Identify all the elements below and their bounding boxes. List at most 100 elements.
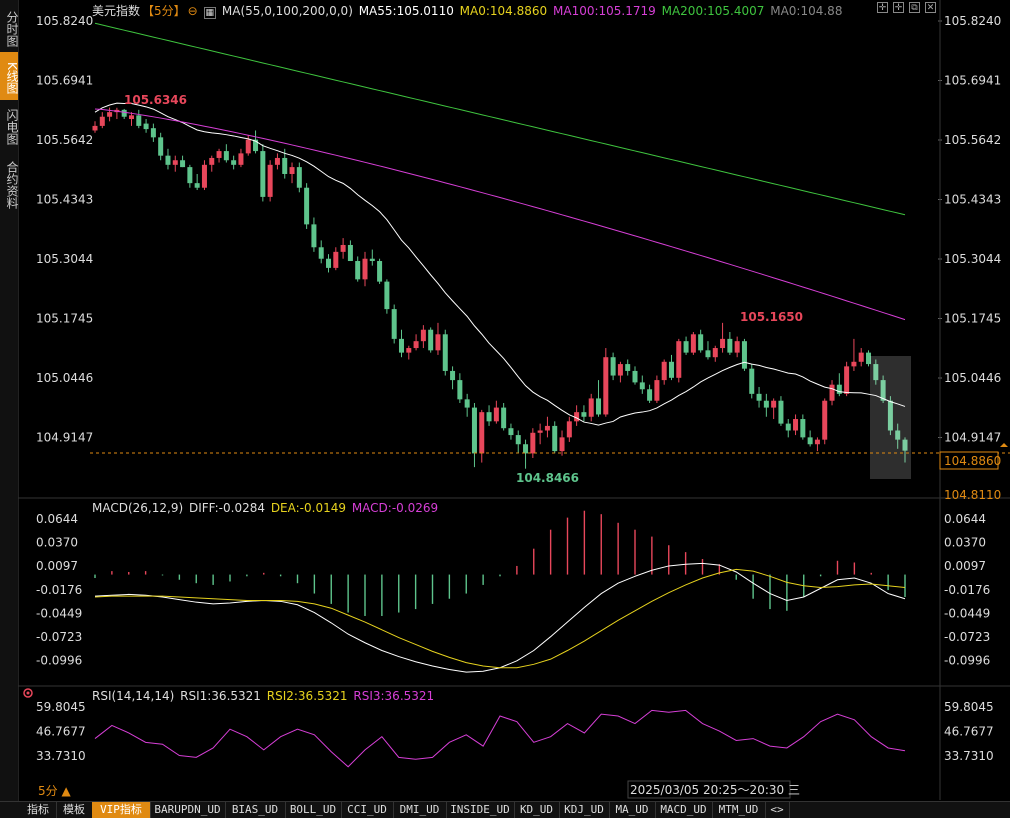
candle-body <box>150 128 156 138</box>
candle-body <box>632 370 638 383</box>
selection-highlight <box>870 356 911 479</box>
rsi-chart <box>94 709 906 768</box>
candle-body <box>384 281 390 310</box>
candle-body <box>326 258 332 268</box>
rsi-y-tick-right: 59.8045 <box>944 700 994 714</box>
datetime-label: 2025/03/05 20:25～20:30 三 <box>630 783 800 797</box>
y-tick-right: 104.9147 <box>944 431 1001 445</box>
candle-body <box>128 115 134 120</box>
tab-flash[interactable]: 闪电图 <box>5 108 19 145</box>
candle-body <box>793 419 799 431</box>
candle-body <box>289 167 295 174</box>
macd-y-tick-left: -0.0449 <box>36 606 82 620</box>
y-tick-left: 105.1745 <box>36 312 93 326</box>
macd-y-tick-left: 0.0097 <box>36 559 78 573</box>
candle-body <box>668 361 674 378</box>
restore-icon[interactable]: ⧉ <box>909 2 920 13</box>
indicator-tab[interactable]: DMI_UD <box>393 802 447 818</box>
candle-body <box>107 112 113 117</box>
indicator-tab[interactable]: VIP指标 <box>92 802 151 818</box>
candle-body <box>245 139 251 154</box>
close-icon[interactable]: ✕ <box>925 2 936 13</box>
fullscreen-icon[interactable]: ✛ <box>877 2 888 13</box>
macd-y-tick-left: 0.0370 <box>36 536 78 550</box>
candle-body <box>836 384 842 394</box>
indicator-tab[interactable]: BARUPDN_UD <box>150 802 226 818</box>
candle-body <box>355 261 361 280</box>
indicator-tab[interactable]: MACD_UD <box>655 802 713 818</box>
candle-body <box>158 137 164 156</box>
candle-body <box>749 368 755 394</box>
candle-body <box>369 258 375 262</box>
period-label[interactable]: 5分 ▲ <box>38 784 71 798</box>
indicator-tab[interactable]: INSIDE_UD <box>446 802 515 818</box>
y-tick-right: 105.5642 <box>944 133 1001 147</box>
current-price-label: 104.8860 <box>944 454 1001 468</box>
indicator-tab[interactable]: KDJ_UD <box>559 802 610 818</box>
period-tag[interactable]: 【5分】 <box>142 4 186 18</box>
candle-body <box>99 116 105 126</box>
candle-body <box>420 329 426 342</box>
indicator-tab[interactable]: CCI_UD <box>341 802 394 818</box>
indicator-tab[interactable]: MA_UD <box>609 802 656 818</box>
candle-body <box>136 115 142 126</box>
indicator-tab[interactable]: KD_UD <box>514 802 560 818</box>
candle-body <box>282 157 288 174</box>
y-tick-left: 105.5642 <box>36 133 93 147</box>
candle-body <box>515 435 521 445</box>
ma55-line <box>94 102 906 426</box>
candle-body <box>574 412 580 422</box>
candle-body <box>661 361 667 381</box>
candle-body <box>683 341 689 353</box>
indicator-tab[interactable]: BOLL_UD <box>285 802 342 818</box>
candle-body <box>800 419 806 438</box>
datetime-box <box>627 780 791 799</box>
indicator-tab[interactable]: 指标 <box>20 802 57 818</box>
candle-body <box>231 160 237 165</box>
candle-body <box>304 187 310 225</box>
indicator-tab[interactable]: BIAS_UD <box>225 802 286 818</box>
candle-body <box>829 384 835 401</box>
candle-body <box>223 151 229 161</box>
candle-body <box>566 421 572 438</box>
indicator-icon[interactable]: ▦ <box>203 7 217 19</box>
rsi-y-tick-left: 59.8045 <box>36 700 86 714</box>
candle-body <box>639 382 645 390</box>
tab-timeshare[interactable]: 分时图 <box>5 10 19 47</box>
candle-body <box>756 393 762 401</box>
crosshair-icon[interactable]: ✛ <box>893 2 904 13</box>
candle-body <box>552 425 558 452</box>
candle-body <box>121 109 127 117</box>
tab-kline[interactable]: K线图 <box>0 52 19 100</box>
candle-body <box>596 398 602 415</box>
lower-price-label: 104.8110 <box>944 488 1001 502</box>
indicator-tab[interactable]: MTM_UD <box>712 802 766 818</box>
y-tick-left: 104.9147 <box>36 431 93 445</box>
candle-body <box>603 357 609 415</box>
settings-icon[interactable]: ⊖ <box>187 4 198 18</box>
tab-contract-info[interactable]: 合约资料 <box>5 160 19 209</box>
y-tick-left: 105.0446 <box>36 371 93 385</box>
candle-body <box>493 407 499 422</box>
y-tick-left: 105.6941 <box>36 74 93 88</box>
ma100-value: MA100:105.1719 <box>553 4 656 18</box>
candle-body <box>347 244 353 262</box>
candle-body <box>479 412 485 454</box>
candle-body <box>508 428 514 436</box>
indicator-tab[interactable]: 模板 <box>56 802 93 818</box>
macd-diff: DIFF:-0.0284 <box>188 501 265 515</box>
indicator-tab[interactable]: <> <box>765 802 790 818</box>
macd-y-tick-left: -0.0996 <box>36 654 82 668</box>
candle-body <box>442 334 448 371</box>
y-tick-right: 105.6941 <box>944 74 1001 88</box>
candle-body <box>391 309 397 339</box>
macd-y-tick-left: 0.0644 <box>36 512 78 526</box>
macd-y-tick-right: 0.0370 <box>944 536 986 550</box>
candle-body <box>165 155 171 165</box>
candle-body <box>617 364 623 376</box>
candle-body <box>712 348 718 358</box>
candle-body <box>844 366 850 394</box>
candle-body <box>866 352 872 365</box>
candle-body <box>778 400 784 424</box>
